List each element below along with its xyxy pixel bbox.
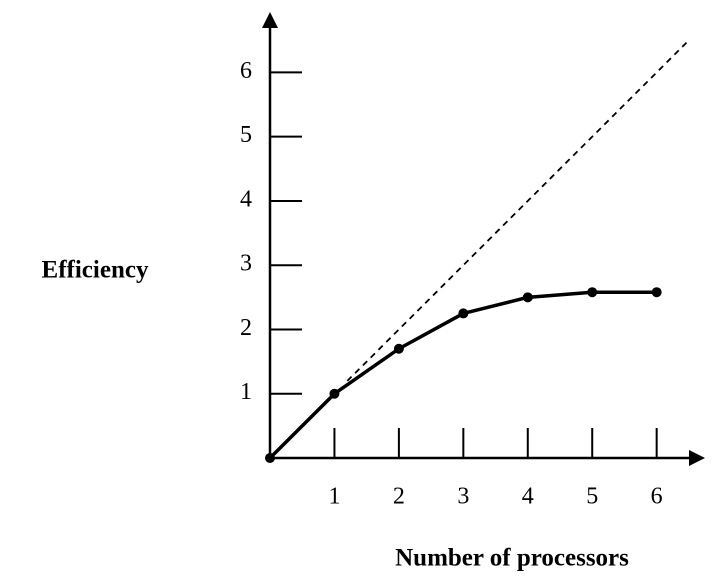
x-tick-label: 3 <box>457 484 469 510</box>
dashed-line <box>346 39 690 382</box>
x-axis-label: Number of processors <box>395 545 629 572</box>
x-tick-label: 5 <box>586 484 598 510</box>
y-tick-label: 1 <box>240 379 252 405</box>
x-tick-label: 6 <box>651 484 663 510</box>
y-tick-label: 6 <box>240 58 252 84</box>
y-tick-label: 4 <box>240 186 252 212</box>
x-tick-label: 1 <box>328 484 340 510</box>
x-tick-label: 4 <box>522 484 534 510</box>
data-point <box>522 292 533 303</box>
data-point <box>265 453 275 463</box>
x-axis-arrow <box>689 450 705 466</box>
data-point <box>393 343 404 354</box>
data-point <box>587 287 598 298</box>
y-axis-arrow <box>262 12 278 28</box>
x-tick-label: 2 <box>393 484 405 510</box>
y-tick-label: 3 <box>240 251 252 277</box>
y-tick-label: 2 <box>240 315 252 341</box>
y-tick-label: 5 <box>240 122 252 148</box>
data-point <box>458 308 469 319</box>
data-point <box>651 287 662 298</box>
y-axis-label: Efficiency <box>42 257 149 284</box>
data-point <box>329 388 340 399</box>
